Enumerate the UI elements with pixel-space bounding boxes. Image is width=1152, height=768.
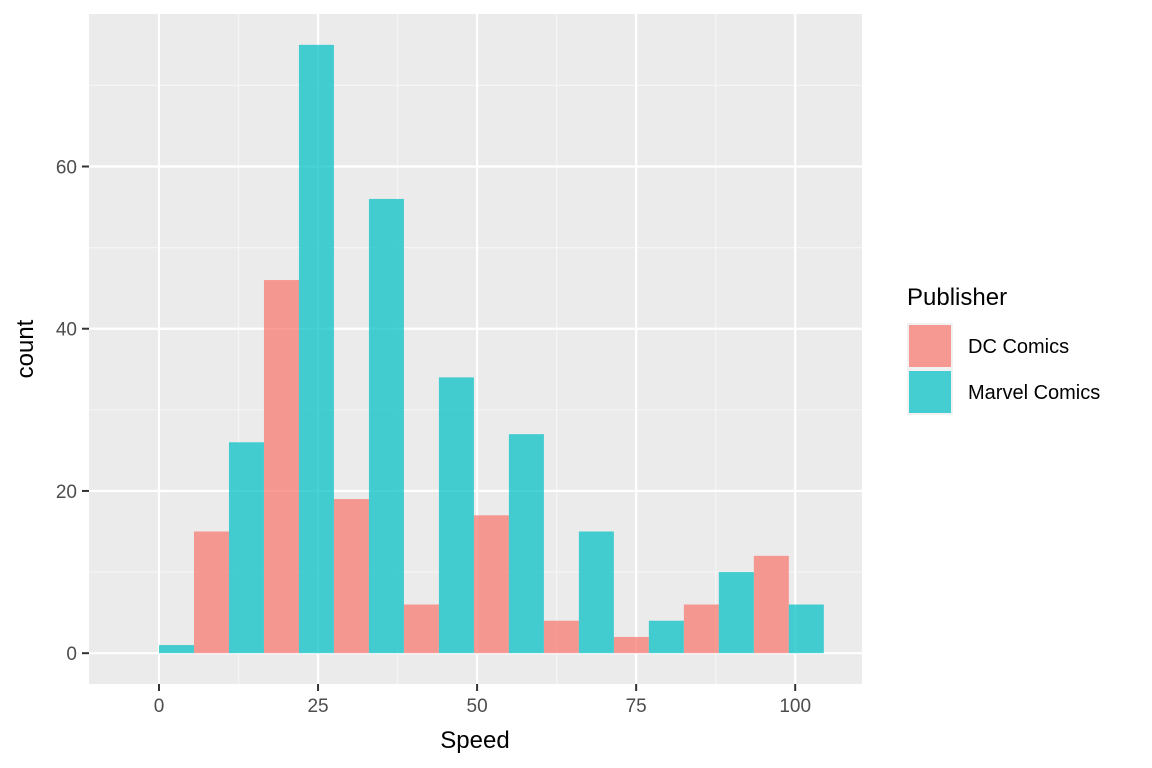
- x-tick-label: 100: [779, 696, 811, 717]
- x-tick-label: 25: [307, 696, 328, 717]
- y-tick-label: 0: [66, 644, 77, 665]
- bar-marvel-comics: [718, 572, 754, 654]
- bar-marvel-comics: [648, 620, 684, 654]
- y-tick-label: 40: [56, 320, 77, 341]
- bar-dc-comics: [473, 515, 509, 654]
- legend-swatch-dc-comics: [909, 325, 951, 367]
- bar-dc-comics: [543, 620, 579, 654]
- bar-marvel-comics: [298, 44, 334, 654]
- y-axis: 0 20 40 60: [56, 157, 89, 665]
- bar-marvel-comics: [438, 377, 474, 654]
- bar-marvel-comics: [158, 645, 194, 654]
- bar-marvel-comics: [788, 604, 824, 654]
- legend-items: DC Comics Marvel Comics: [907, 323, 1100, 415]
- bar-marvel-comics: [228, 442, 264, 654]
- x-tick-label: 0: [154, 696, 165, 717]
- legend-label-marvel-comics: Marvel Comics: [968, 382, 1100, 404]
- y-tick-label: 60: [56, 157, 77, 178]
- bar-dc-comics: [193, 531, 229, 654]
- bar-marvel-comics: [368, 198, 404, 654]
- x-tick-label: 75: [626, 696, 647, 717]
- bar-marvel-comics: [508, 434, 544, 654]
- bar-dc-comics: [263, 280, 299, 654]
- x-axis: 0 25 50 75 100: [154, 684, 811, 717]
- bar-dc-comics: [753, 555, 789, 654]
- legend: Publisher DC Comics Marvel Comics: [907, 284, 1100, 415]
- bar-marvel-comics: [578, 531, 614, 654]
- bar-dc-comics: [403, 604, 439, 654]
- legend-title: Publisher: [907, 284, 1007, 311]
- legend-swatch-marvel-comics: [909, 371, 951, 413]
- legend-label-dc-comics: DC Comics: [968, 336, 1069, 358]
- bar-dc-comics: [613, 636, 649, 654]
- y-axis-title: count: [12, 319, 39, 378]
- bars: [158, 44, 824, 654]
- bar-dc-comics: [333, 499, 369, 654]
- y-tick-label: 20: [56, 482, 77, 503]
- bar-dc-comics: [683, 604, 719, 654]
- x-axis-title: Speed: [440, 727, 509, 754]
- x-tick-label: 50: [467, 696, 488, 717]
